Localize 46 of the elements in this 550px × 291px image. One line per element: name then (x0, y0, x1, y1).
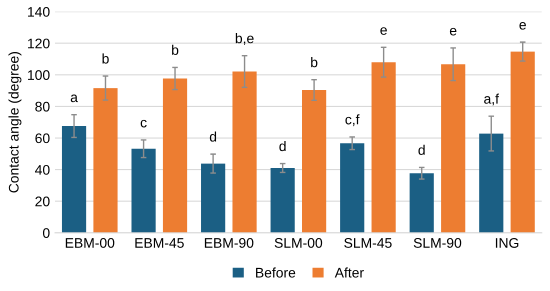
data-label: b (311, 57, 318, 68)
bar (131, 148, 156, 233)
bar (201, 164, 226, 233)
x-tick-label: SLM-45 (344, 238, 392, 248)
y-tick-label: 80 (35, 102, 50, 112)
data-label: b (172, 44, 178, 55)
x-tick-label: SLM-90 (414, 238, 462, 248)
data-label: d (279, 140, 286, 152)
x-tick-label: EBM-45 (135, 238, 184, 248)
bar (410, 173, 434, 233)
data-label: e (380, 27, 387, 35)
data-label: b (102, 53, 109, 64)
x-tick-label: ING (496, 238, 518, 248)
y-tick-label: 120 (28, 38, 50, 48)
bar (232, 72, 257, 233)
bar (302, 90, 326, 233)
x-tick-label: SLM-00 (274, 238, 322, 248)
bar (162, 78, 188, 233)
y-tick-label: 100 (28, 70, 50, 80)
data-label: d (418, 144, 425, 155)
y-tick-label: 0 (42, 228, 50, 238)
data-label: a,f (484, 94, 500, 106)
data-label: d (210, 131, 216, 142)
bar (479, 134, 504, 233)
y-axis-title: Contact angle (degree) (8, 52, 22, 193)
legend-label: After (334, 267, 364, 278)
x-tick-label: EBM-00 (66, 238, 114, 248)
bar (62, 126, 86, 233)
data-label: e (519, 22, 526, 30)
y-tick-label: 140 (28, 6, 50, 17)
data-label: e (450, 28, 456, 36)
x-tick-label: EBM-90 (204, 238, 254, 248)
data-label: c (140, 120, 147, 128)
legend-label: Before (256, 267, 296, 278)
y-tick-label: 20 (35, 196, 50, 206)
bar (441, 64, 466, 233)
bar (340, 143, 364, 233)
bar (93, 88, 118, 233)
y-tick-label: 40 (35, 164, 50, 175)
bar (510, 52, 535, 233)
bar (372, 62, 396, 233)
data-label: a (70, 94, 78, 102)
data-label: b,e (236, 33, 254, 45)
y-tick-label: 60 (35, 133, 50, 144)
data-label: c,f (345, 114, 360, 126)
bar (270, 168, 295, 233)
